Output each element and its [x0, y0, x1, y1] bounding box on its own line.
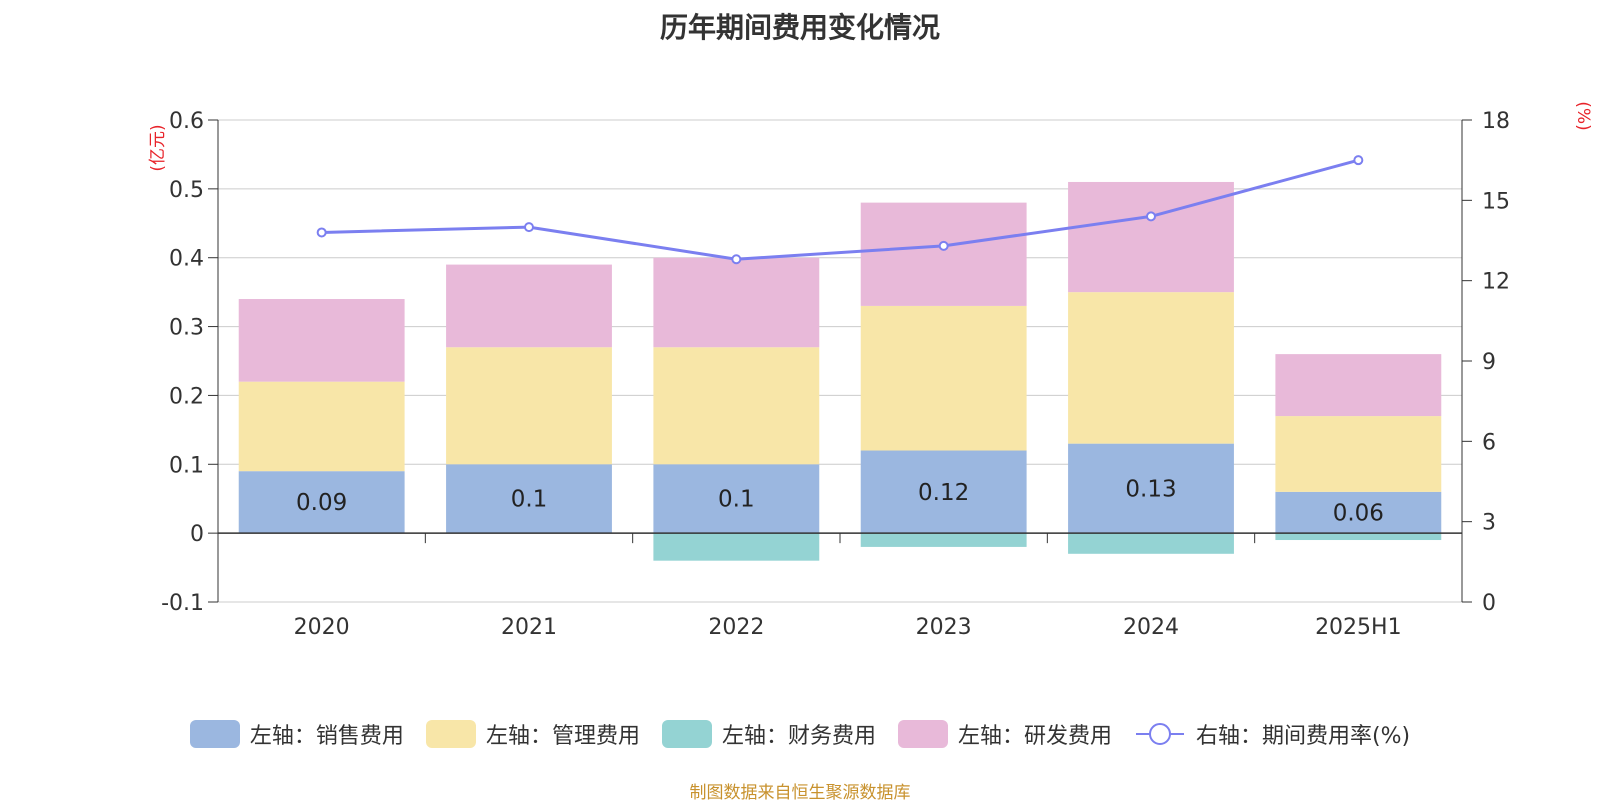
right-axis-tick-label: 3 [1482, 511, 1496, 536]
bar-data-label: 0.09 [296, 490, 347, 516]
legend-item-admin[interactable]: 左轴：管理费用 [425, 718, 640, 750]
bar [1068, 533, 1234, 554]
rate-point [316, 227, 327, 238]
bar [860, 450, 1027, 534]
left-axis-tick-label: 0.4 [169, 247, 204, 272]
legend-line-marker-icon [1135, 723, 1184, 745]
bar [860, 305, 1027, 451]
legend-label-sales: 左轴：销售费用 [249, 724, 404, 749]
rate-point [731, 254, 742, 265]
bar [1068, 292, 1234, 444]
right-axis-tick-label: 18 [1482, 109, 1510, 134]
bar-data-label: 0.13 [1125, 476, 1176, 502]
right-axis-tick-label: 12 [1482, 270, 1510, 295]
axes: -0.1 0 0.1 0.2 0.3 0.4 0.5 0.6 0 3 6 9 12 15 18 2020 202… [161, 109, 1510, 640]
x-axis-tick-label: 2020 [294, 615, 350, 640]
bar-data-label: 0.06 [1333, 500, 1384, 526]
rate-point [524, 222, 534, 233]
bar [238, 299, 405, 382]
x-axis-tick-label: 2023 [916, 615, 972, 640]
x-axis-tick-label: 2024 [1123, 615, 1179, 640]
legend-label-rnd: 左轴：研发费用 [957, 724, 1112, 749]
rate-line-series [316, 155, 1364, 265]
legend-item-rate[interactable]: 右轴：期间费用率(%) [1134, 718, 1410, 750]
data-labels: 0.09 0.1 0.1 0.12 0.13 0.06 [296, 476, 1384, 526]
left-axis-tick-label: 0.3 [169, 316, 204, 341]
bar [653, 257, 820, 348]
chart-legend: 左轴：销售费用 左轴：管理费用 左轴：财务费用 左轴：研发费用 右轴：期间费用率… [0, 718, 1600, 750]
right-axis-tick-label: 9 [1482, 350, 1496, 375]
bar [860, 202, 1027, 306]
legend-item-sales[interactable]: 左轴：销售费用 [189, 718, 404, 750]
bar [1275, 533, 1442, 541]
source-footnote: 制图数据来自恒生聚源数据库 [689, 783, 911, 803]
rate-point [1353, 155, 1364, 166]
bar [1275, 416, 1442, 492]
legend-swatch-rnd [897, 720, 948, 748]
left-axis-tick-label: 0.2 [169, 384, 204, 409]
bar [446, 347, 612, 465]
x-axis-tick-label: 2022 [708, 615, 764, 640]
right-axis-tick-label: 15 [1482, 189, 1510, 214]
chart-title: 历年期间费用变化情况 [659, 11, 940, 44]
right-axis-tick-label: 0 [1482, 591, 1496, 616]
legend-label-finance: 左轴：财务费用 [721, 724, 876, 749]
legend-swatch-sales [189, 720, 240, 748]
bar [1068, 181, 1234, 293]
legend-label-rate: 右轴：期间费用率(%) [1195, 724, 1411, 749]
bar-data-label: 0.1 [511, 487, 548, 513]
bar-data-label: 0.1 [718, 487, 755, 513]
rate-line [321, 158, 1359, 261]
legend-item-rnd[interactable]: 左轴：研发费用 [897, 718, 1112, 750]
legend-swatch-admin [425, 720, 476, 748]
bar [238, 381, 405, 472]
left-axis-tick-label: 0 [190, 522, 204, 547]
bar [446, 264, 612, 348]
x-axis-tick-label: 2025H1 [1315, 615, 1402, 640]
chart-plot: -0.1 0 0.1 0.2 0.3 0.4 0.5 0.6 0 3 6 9 12 15 18 2020 202… [148, 101, 1593, 640]
left-axis-tick-label: 0.5 [169, 178, 204, 203]
bar-data-label: 0.12 [918, 480, 969, 506]
left-axis-tick-label: 0.6 [169, 109, 204, 134]
bar [1068, 443, 1234, 534]
left-axis-tick-label: 0.1 [169, 453, 204, 478]
bar-series [238, 181, 1442, 561]
bar [238, 471, 405, 534]
left-axis-unit: (亿元) [148, 124, 168, 171]
bar [653, 464, 820, 534]
right-axis-tick-label: 6 [1482, 430, 1496, 455]
bar [1275, 354, 1442, 417]
bar [1275, 491, 1442, 534]
right-axis-unit: (%) [1573, 101, 1593, 130]
legend-label-admin: 左轴：管理费用 [485, 724, 640, 749]
left-axis-tick-label: -0.1 [161, 591, 204, 616]
rate-point [938, 240, 949, 251]
x-axis-tick-label: 2021 [501, 615, 557, 640]
bar [653, 533, 820, 561]
bar [446, 464, 612, 534]
bar [653, 347, 820, 465]
legend-swatch-finance [661, 720, 712, 748]
legend-item-finance[interactable]: 左轴：财务费用 [661, 718, 876, 750]
bar [860, 533, 1027, 547]
rate-point [1146, 211, 1156, 222]
